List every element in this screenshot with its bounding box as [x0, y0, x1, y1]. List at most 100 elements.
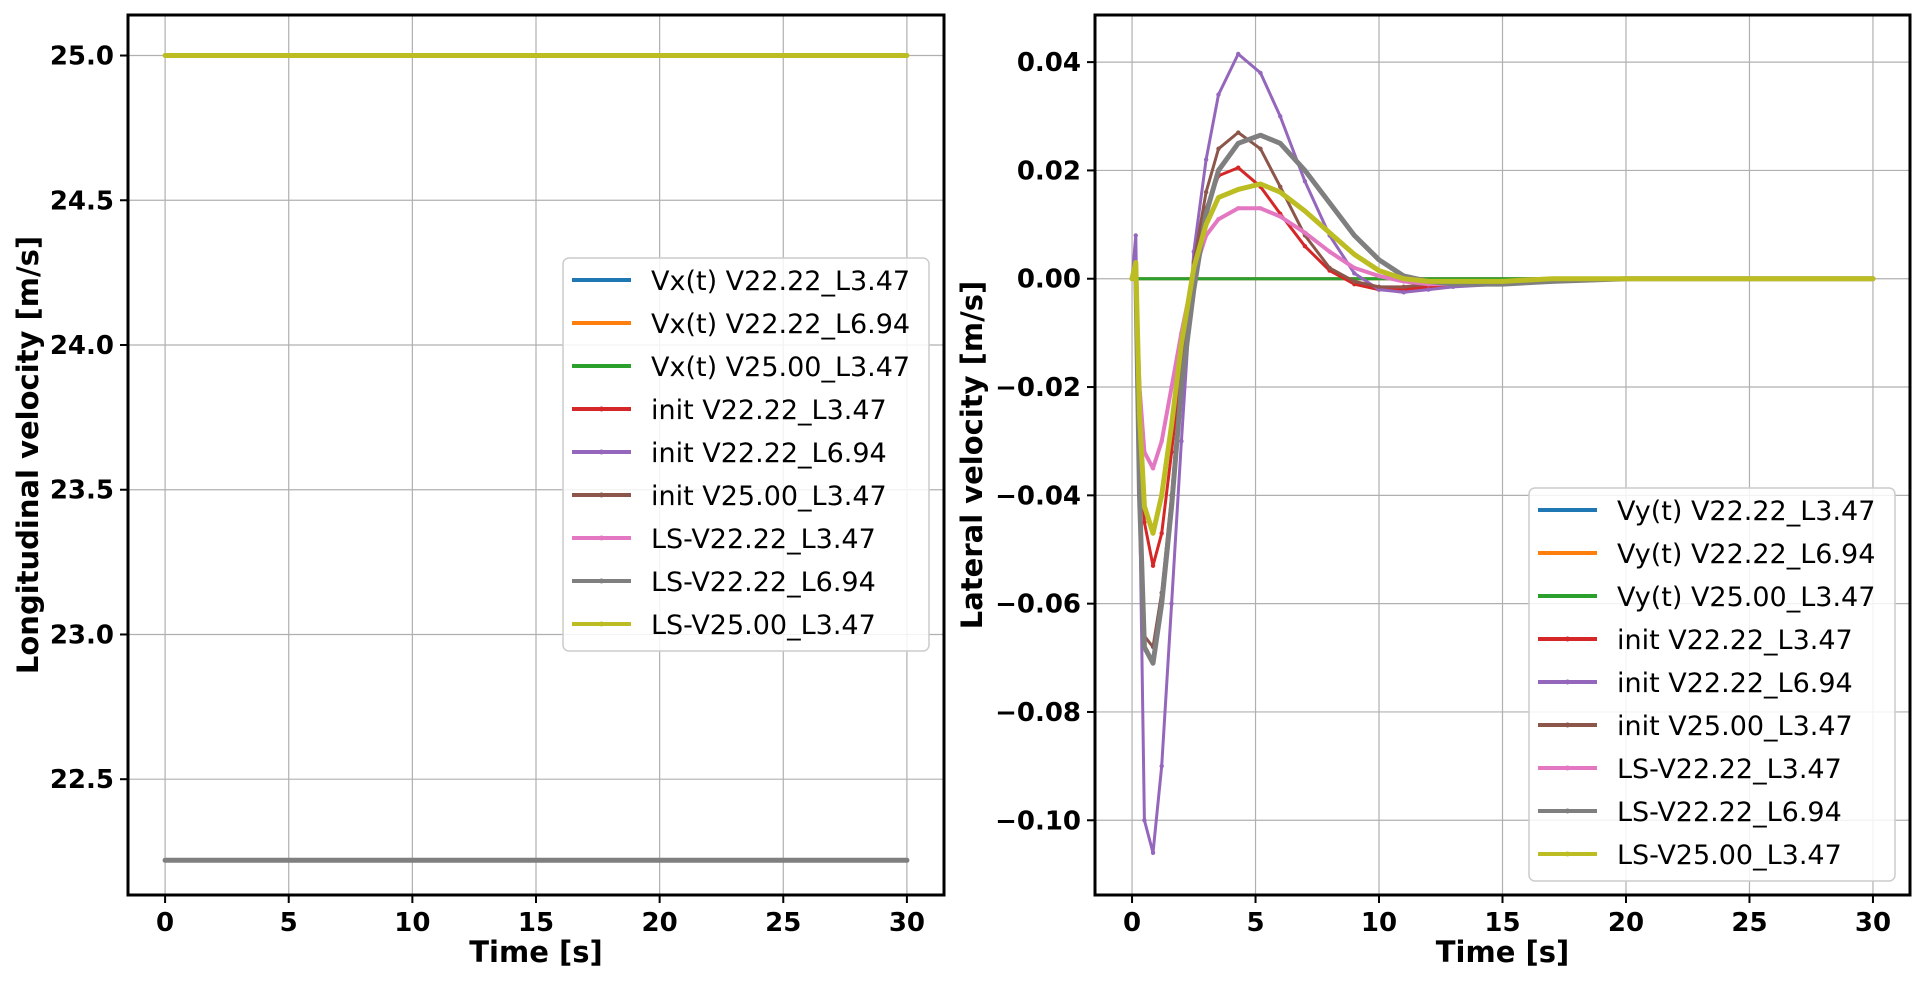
y-tick-label: 25.0 — [50, 42, 114, 72]
legend-marker — [599, 449, 604, 455]
y-tick-label: 24.0 — [50, 331, 114, 361]
legend-entry: Vy(t) V22.22_L3.47 — [1617, 496, 1875, 527]
legend-entry: Vx(t) V22.22_L3.47 — [651, 266, 910, 297]
series-point — [1169, 384, 1174, 390]
x-tick-label: 15 — [518, 908, 554, 938]
x-tick-label: 5 — [1246, 908, 1264, 938]
series-point — [1327, 249, 1332, 254]
y-tick-label: 23.0 — [50, 620, 114, 650]
series-point — [904, 858, 910, 863]
series-point — [1216, 168, 1221, 173]
series-point — [1216, 195, 1221, 200]
legend-entry: LS-V22.22_L3.47 — [651, 524, 876, 555]
x-tick-label: 15 — [1484, 908, 1520, 938]
series-point — [1278, 214, 1283, 219]
x-tick-label: 5 — [280, 908, 298, 938]
legend: Vx(t) V22.22_L3.47 Vx(t) V22.22_L6.94 Vx(t… — [562, 257, 930, 652]
legend-entry: init V22.22_L3.47 — [1617, 625, 1853, 656]
series-point — [1278, 114, 1283, 119]
legend-frame — [1528, 487, 1896, 882]
legend-entry: LS-V22.22_L6.94 — [1617, 797, 1842, 828]
x-axis-label: Time [s] — [469, 935, 602, 969]
series-point — [1401, 284, 1406, 290]
axes-frame — [126, 13, 946, 897]
series-line — [1129, 132, 1876, 666]
series-point — [1747, 276, 1752, 281]
series-point — [1150, 850, 1156, 855]
legend-marker — [1565, 808, 1570, 814]
legend-entry: Vy(t) V22.22_L6.94 — [1617, 539, 1875, 570]
series-point — [1236, 141, 1241, 146]
series-point — [1352, 271, 1357, 276]
series-point — [162, 858, 168, 863]
series-point — [1169, 503, 1174, 509]
legend-entry: init V25.00_L3.47 — [651, 481, 887, 512]
series-point — [1216, 146, 1221, 151]
series-point — [1302, 208, 1308, 214]
x-tick-label: 0 — [156, 908, 174, 938]
series-point — [1302, 168, 1308, 173]
series-point — [1150, 563, 1156, 568]
series-point — [1327, 200, 1332, 206]
y-tick-label: 24.5 — [50, 186, 114, 216]
x-axis-label: Time [s] — [1436, 935, 1569, 969]
legend-marker — [1565, 851, 1570, 857]
series-point — [1137, 411, 1142, 417]
x-tick-label: 25 — [765, 908, 801, 938]
legend-entry: init V25.00_L3.47 — [1617, 711, 1853, 742]
series-point — [162, 53, 168, 58]
series-point — [1302, 179, 1308, 184]
series-point — [1302, 244, 1308, 249]
y-axis-label: Lateral velocity [m/s] — [955, 281, 989, 630]
y-tick-label: 0.02 — [1017, 156, 1081, 186]
series-point — [1401, 290, 1406, 295]
series-point — [1203, 211, 1209, 216]
series-point — [1236, 206, 1241, 211]
series-point — [1133, 233, 1138, 238]
series-point — [1426, 279, 1431, 284]
legend-entry: LS-V25.00_L3.47 — [651, 610, 876, 641]
series-point — [1376, 284, 1382, 290]
series-point — [1142, 644, 1147, 650]
series-point — [1133, 260, 1138, 265]
y-tick-label: 0.04 — [1017, 48, 1081, 78]
series-point — [1129, 276, 1135, 281]
series-point — [1401, 276, 1406, 281]
series-line — [1129, 181, 1876, 536]
series-point — [1159, 601, 1164, 606]
series-point — [1203, 189, 1209, 195]
x-tick-label: 10 — [394, 908, 430, 938]
series-point — [1203, 222, 1209, 227]
legend-entry: LS-V22.22_L3.47 — [1617, 754, 1842, 785]
series-point — [1302, 230, 1308, 235]
x-tick-label: 25 — [1731, 908, 1767, 938]
legend-marker — [1565, 636, 1570, 642]
series-point — [1623, 276, 1629, 281]
lateral-velocity-panel: 0 5 10 15 20 25 30 −0.10 −0.08 −0.06 −0.04 −0.02 0.0… — [955, 13, 1912, 969]
legend-entry: init V22.22_L6.94 — [651, 438, 887, 469]
legend-marker — [1565, 722, 1570, 728]
legend-marker — [599, 578, 604, 584]
legend-entry: Vx(t) V25.00_L3.47 — [651, 352, 910, 383]
longitudinal-velocity-panel: 0 5 10 15 20 25 30 22.5 23.0 23.5 24.0 24.5 25.0 Time… — [11, 13, 946, 969]
series-point — [1142, 520, 1147, 525]
x-tick-label: 0 — [1123, 908, 1141, 938]
series-point — [1191, 265, 1196, 271]
legend-marker — [599, 621, 604, 627]
y-tick-label: −0.10 — [995, 806, 1081, 836]
y-axis-label: Longitudinal velocity [m/s] — [11, 236, 45, 674]
series-point — [1352, 265, 1357, 271]
series-point — [904, 53, 910, 58]
legend-entry: init V22.22_L3.47 — [651, 395, 887, 426]
x-tick-label: 20 — [1608, 908, 1644, 938]
series-point — [1278, 184, 1283, 189]
legend-marker — [599, 535, 604, 541]
plot-area — [1129, 51, 1876, 855]
x-tick-label: 30 — [889, 908, 925, 938]
series-point — [1278, 189, 1283, 195]
series-point — [1426, 287, 1431, 292]
series-point — [1258, 181, 1263, 187]
series-point — [1159, 438, 1164, 444]
x-tick-label: 20 — [642, 908, 678, 938]
